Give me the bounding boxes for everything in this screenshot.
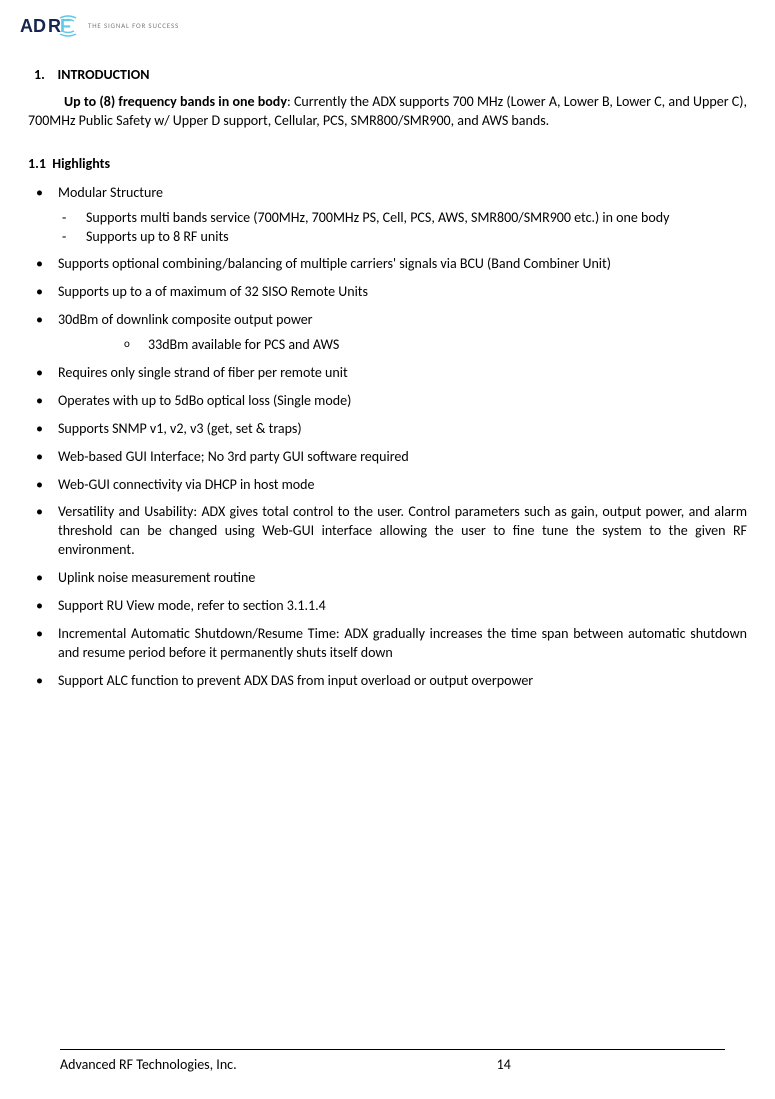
list-item: Support ALC function to prevent ADX DAS …: [28, 672, 747, 691]
dash-item: Supports multi bands service (700MHz, 70…: [58, 209, 747, 228]
section-title: INTRODUCTION: [58, 66, 150, 83]
list-item-text: Versatility and Usability: ADX gives tot…: [58, 503, 747, 558]
list-item: Supports optional combining/balancing of…: [28, 255, 747, 274]
footer-page-number: 14: [497, 1056, 511, 1073]
list-item-text: Operates with up to 5dBo optical loss (S…: [58, 392, 351, 409]
highlights-list: Modular Structure Supports multi bands se…: [28, 184, 747, 691]
logo-tagline: THE SIGNAL FOR SUCCESS: [88, 21, 179, 30]
list-item-text: Supports SNMP v1, v2, v3 (get, set & tra…: [58, 420, 302, 437]
dash-sublist: Supports multi bands service (700MHz, 70…: [58, 209, 747, 247]
list-item: Operates with up to 5dBo optical loss (S…: [28, 392, 747, 411]
list-item: Modular Structure Supports multi bands se…: [28, 184, 747, 247]
subsection-number: 1.1: [28, 155, 46, 172]
dash-item: Supports up to 8 RF units: [58, 228, 747, 247]
section-heading: 1. INTRODUCTION: [34, 66, 747, 83]
intro-paragraph: Up to (8) frequency bands in one body: C…: [28, 93, 747, 131]
adrf-logo: AD R F: [20, 14, 82, 38]
subsection-heading: 1.1 Highlights: [28, 155, 747, 172]
subsection-title: Highlights: [52, 155, 110, 172]
list-item-text: Support RU View mode, refer to section 3…: [58, 597, 326, 614]
page-footer: Advanced RF Technologies, Inc. 14: [60, 1049, 725, 1073]
logo-area: AD R F THE SIGNAL FOR SUCCESS: [20, 14, 747, 38]
list-item-text: Support ALC function to prevent ADX DAS …: [58, 672, 533, 689]
footer-company: Advanced RF Technologies, Inc.: [60, 1056, 237, 1073]
circle-sublist: 33dBm available for PCS and AWS: [120, 336, 747, 355]
svg-text:AD: AD: [20, 16, 46, 36]
list-item: Versatility and Usability: ADX gives tot…: [28, 503, 747, 560]
list-item-text: Modular Structure: [58, 184, 163, 201]
list-item: Supports up to a of maximum of 32 SISO R…: [28, 283, 747, 302]
circle-item: 33dBm available for PCS and AWS: [120, 336, 747, 355]
list-item: Web-based GUI Interface; No 3rd party GU…: [28, 448, 747, 467]
intro-lead: Up to (8) frequency bands in one body: [64, 93, 287, 110]
list-item-text: Requires only single strand of fiber per…: [58, 364, 348, 381]
list-item: Uplink noise measurement routine: [28, 569, 747, 588]
list-item-text: Web-based GUI Interface; No 3rd party GU…: [58, 448, 409, 465]
section-number: 1.: [34, 66, 45, 83]
list-item: Web-GUI connectivity via DHCP in host mo…: [28, 476, 747, 495]
footer-divider: [60, 1049, 725, 1050]
list-item-text: Supports optional combining/balancing of…: [58, 255, 611, 272]
list-item-text: 30dBm of downlink composite output power: [58, 311, 313, 328]
list-item-text: Uplink noise measurement routine: [58, 569, 255, 586]
list-item-text: Web-GUI connectivity via DHCP in host mo…: [58, 476, 315, 493]
list-item: Requires only single strand of fiber per…: [28, 364, 747, 383]
list-item: Incremental Automatic Shutdown/Resume Ti…: [28, 625, 747, 663]
list-item-text: Incremental Automatic Shutdown/Resume Ti…: [58, 625, 747, 661]
list-item: 30dBm of downlink composite output power…: [28, 311, 747, 355]
list-item: Support RU View mode, refer to section 3…: [28, 597, 747, 616]
list-item: Supports SNMP v1, v2, v3 (get, set & tra…: [28, 420, 747, 439]
list-item-text: Supports up to a of maximum of 32 SISO R…: [58, 283, 368, 300]
